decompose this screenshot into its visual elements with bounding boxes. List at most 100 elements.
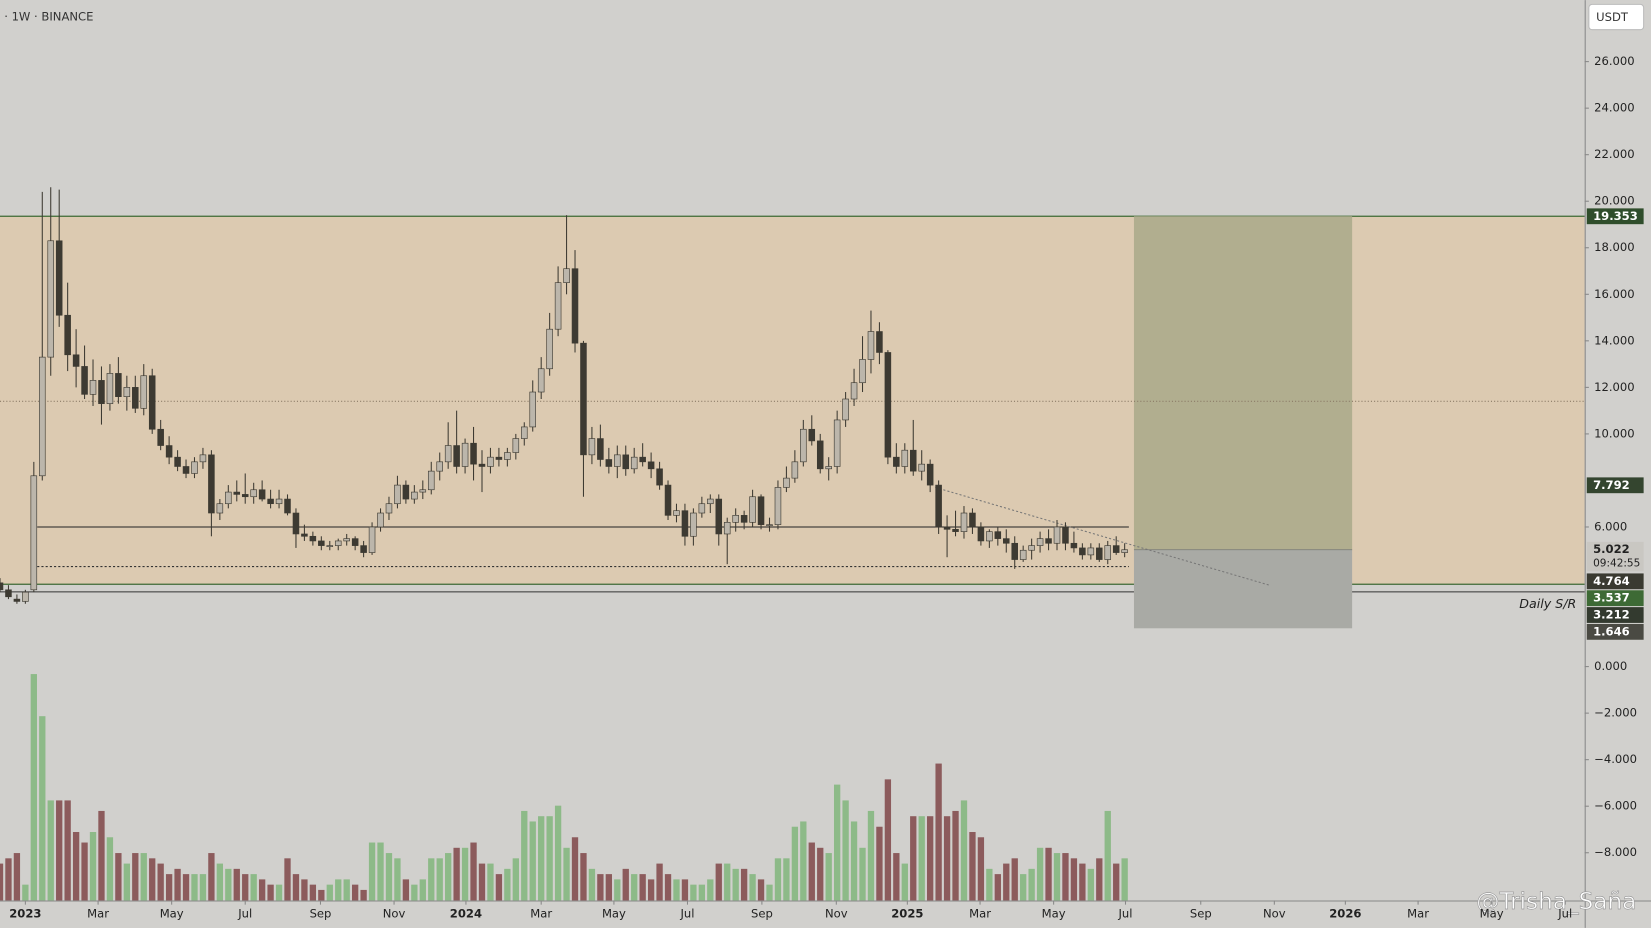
x-tick-label: Jul xyxy=(679,907,694,921)
volume-bar xyxy=(419,879,426,901)
y-tick-label: 24.000 xyxy=(1594,101,1635,115)
candle-body xyxy=(766,524,773,527)
volume-bar xyxy=(740,868,748,901)
price-tag xyxy=(1586,208,1644,225)
volume-bar xyxy=(165,874,173,901)
candle-body xyxy=(225,491,232,505)
volume-bar xyxy=(402,879,410,901)
candle-body xyxy=(647,461,655,470)
x-tick-label: May xyxy=(1042,907,1066,921)
candle-body xyxy=(444,445,452,463)
candle-body xyxy=(977,526,985,542)
price-tag xyxy=(1586,477,1644,494)
candle-body xyxy=(926,463,934,486)
price-tag-label: 1.646 xyxy=(1593,624,1630,638)
volume-bar xyxy=(318,889,325,901)
volume-bar xyxy=(884,779,892,901)
y-tick-label: −8.000 xyxy=(1594,845,1637,859)
candle-body xyxy=(182,466,190,474)
candle-body xyxy=(529,391,536,428)
x-tick-label: Sep xyxy=(1190,907,1212,921)
candle-body xyxy=(1045,538,1052,544)
candle-body xyxy=(715,498,723,535)
volume-bar xyxy=(225,868,232,901)
price-tag xyxy=(1586,590,1644,607)
candle-body xyxy=(893,456,900,467)
candle-body xyxy=(81,366,88,395)
candle-body xyxy=(216,503,224,514)
candle-body xyxy=(867,331,875,360)
volume-bar xyxy=(149,858,156,901)
volume-bar xyxy=(445,853,452,901)
price-tag-label: 19.353 xyxy=(1593,209,1638,223)
y-tick-label: 16.000 xyxy=(1594,287,1635,301)
price-tag-label: 3.212 xyxy=(1593,608,1630,622)
volume-bar xyxy=(470,842,477,901)
volume-bar xyxy=(1096,858,1103,901)
price-tag xyxy=(1586,541,1644,572)
volume-bar xyxy=(673,879,680,901)
candle-body xyxy=(563,268,570,283)
candle-body xyxy=(935,484,942,528)
volume-bar xyxy=(800,821,807,901)
volume-bar xyxy=(867,810,875,901)
volume-bar xyxy=(1087,868,1094,901)
candle-body xyxy=(360,545,367,553)
volume-bar xyxy=(1062,853,1069,901)
volume-bar xyxy=(191,874,198,901)
candle-body xyxy=(825,466,832,470)
candle-body xyxy=(1003,538,1010,544)
volume-bar xyxy=(597,874,604,901)
target-box xyxy=(1133,216,1353,550)
candle-body xyxy=(630,456,638,470)
volume-bar xyxy=(487,863,494,901)
volume-bar xyxy=(335,879,342,901)
volume-bar xyxy=(715,863,722,901)
volume-bar xyxy=(571,837,579,901)
candle-body xyxy=(842,398,849,421)
candle-body xyxy=(368,526,376,553)
candle-body xyxy=(1062,526,1069,544)
x-tick-label: Mar xyxy=(1407,907,1429,921)
volume-bar xyxy=(309,884,317,901)
volume-bar xyxy=(504,868,511,901)
candle-body xyxy=(1036,538,1044,546)
currency-button[interactable] xyxy=(1588,3,1645,31)
candle-body xyxy=(453,445,460,467)
candle-body xyxy=(140,375,148,409)
volume-bar xyxy=(690,884,697,901)
x-tick-label: Mar xyxy=(530,907,552,921)
volume-bar xyxy=(30,674,37,901)
y-tick-label: 0.000 xyxy=(1594,659,1627,673)
candle-body xyxy=(749,496,756,523)
volume-bar xyxy=(647,879,655,901)
volume-bar xyxy=(1028,868,1035,901)
candle-body xyxy=(808,428,816,442)
watermark: @Trisha_Saña xyxy=(1476,889,1636,915)
x-tick-label: Nov xyxy=(1263,907,1286,921)
volume-bar xyxy=(411,884,418,901)
candle-body xyxy=(1112,545,1120,553)
candle-body xyxy=(436,461,443,472)
volume-bar xyxy=(1053,853,1061,901)
volume-bar xyxy=(614,879,621,901)
volume-bar xyxy=(89,832,97,901)
volume-bar xyxy=(64,800,71,901)
y-tick-label: −6.000 xyxy=(1594,799,1637,813)
volume-bar xyxy=(182,874,190,901)
volume-bar xyxy=(808,842,815,901)
candle-body xyxy=(157,428,164,446)
volume-bar xyxy=(850,821,858,901)
volume-bar xyxy=(927,816,934,901)
y-tick-label: 10.000 xyxy=(1594,426,1635,440)
volume-bar xyxy=(208,853,215,901)
volume-bar xyxy=(681,879,689,901)
candle-body xyxy=(275,498,283,505)
candle-body xyxy=(89,380,97,395)
volume-bar xyxy=(893,853,900,901)
volume-bar xyxy=(749,874,756,901)
x-tick-label: 2025 xyxy=(891,907,923,921)
volume-bar xyxy=(1079,863,1086,901)
candle-body xyxy=(334,540,342,546)
volume-bar xyxy=(115,853,122,901)
